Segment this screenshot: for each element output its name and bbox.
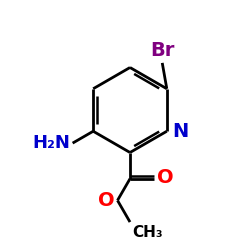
Text: O: O <box>98 191 114 210</box>
Text: H₂N: H₂N <box>33 134 71 152</box>
Text: Br: Br <box>150 41 174 60</box>
Text: O: O <box>157 168 174 186</box>
Text: CH₃: CH₃ <box>132 225 162 240</box>
Text: N: N <box>172 122 188 141</box>
